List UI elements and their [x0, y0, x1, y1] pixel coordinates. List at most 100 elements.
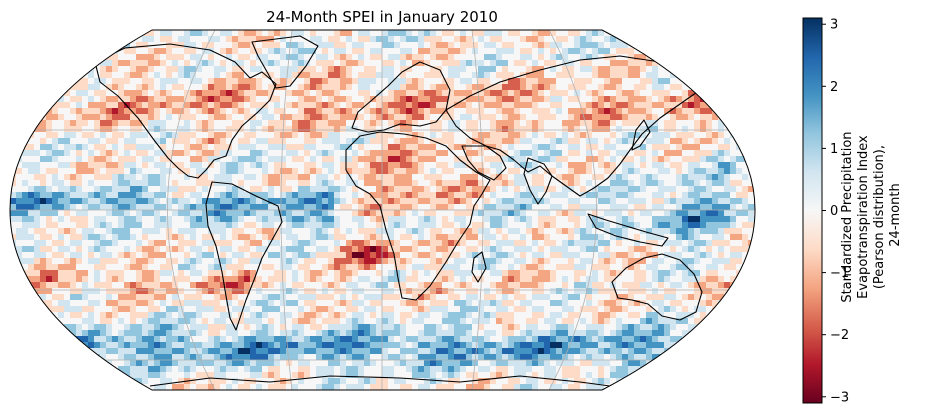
grid-cell — [28, 78, 35, 85]
grid-cell — [304, 114, 311, 121]
grid-cell — [718, 108, 725, 115]
grid-cell — [418, 132, 425, 139]
grid-cell — [280, 210, 287, 217]
grid-cell — [244, 192, 251, 199]
grid-cell — [646, 210, 653, 217]
grid-cell — [76, 54, 83, 61]
grid-cell — [178, 156, 185, 163]
grid-cell — [370, 54, 377, 61]
grid-cell — [82, 186, 89, 193]
grid-cell — [64, 150, 71, 157]
grid-cell — [628, 252, 635, 259]
grid-cell — [76, 210, 83, 217]
grid-cell — [496, 204, 503, 211]
grid-cell — [370, 72, 377, 79]
grid-cell — [616, 78, 623, 85]
grid-cell — [568, 72, 575, 79]
grid-cell — [562, 150, 569, 157]
grid-cell — [628, 108, 635, 115]
grid-cell — [592, 54, 599, 61]
grid-cell — [28, 36, 35, 43]
grid-cell — [88, 162, 95, 169]
grid-cell — [688, 54, 695, 61]
grid-cell — [520, 96, 527, 103]
grid-cell — [394, 54, 401, 61]
grid-cell — [328, 108, 335, 115]
grid-cell — [70, 108, 77, 115]
grid-cell — [226, 54, 233, 61]
grid-cell — [190, 204, 197, 211]
grid-cell — [502, 180, 509, 187]
grid-cell — [64, 108, 71, 115]
grid-cell — [382, 36, 389, 43]
grid-cell — [574, 78, 581, 85]
grid-cell — [322, 222, 329, 229]
grid-cell — [280, 222, 287, 229]
grid-cell — [592, 36, 599, 43]
grid-cell — [430, 246, 437, 253]
grid-cell — [352, 168, 359, 175]
grid-cell — [310, 168, 317, 175]
grid-cell — [346, 132, 353, 139]
grid-cell — [100, 120, 107, 127]
grid-cell — [304, 54, 311, 61]
grid-cell — [742, 180, 749, 187]
grid-cell — [598, 144, 605, 151]
grid-cell — [334, 84, 341, 91]
grid-cell — [748, 48, 755, 55]
grid-cell — [652, 72, 659, 79]
grid-cell — [718, 120, 725, 127]
grid-cell — [10, 72, 17, 79]
grid-cell — [466, 216, 473, 223]
grid-cell — [526, 78, 533, 85]
grid-cell — [148, 192, 155, 199]
grid-cell — [244, 180, 251, 187]
grid-cell — [412, 96, 419, 103]
grid-cell — [316, 42, 323, 49]
grid-cell — [34, 96, 41, 103]
grid-cell — [646, 66, 653, 73]
grid-cell — [490, 42, 497, 49]
grid-cell — [418, 264, 425, 271]
grid-cell — [718, 246, 725, 253]
grid-cell — [724, 252, 731, 259]
grid-cell — [520, 216, 527, 223]
grid-cell — [520, 210, 527, 217]
grid-cell — [382, 108, 389, 115]
grid-cell — [40, 240, 47, 247]
grid-cell — [172, 216, 179, 223]
grid-cell — [568, 210, 575, 217]
grid-cell — [130, 132, 137, 139]
grid-cell — [550, 72, 557, 79]
grid-cell — [142, 78, 149, 85]
grid-cell — [580, 126, 587, 133]
grid-cell — [448, 60, 455, 67]
grid-cell — [580, 186, 587, 193]
grid-cell — [706, 156, 713, 163]
grid-cell — [598, 48, 605, 55]
grid-cell — [208, 192, 215, 199]
grid-cell — [604, 48, 611, 55]
grid-cell — [454, 72, 461, 79]
grid-cell — [736, 60, 743, 67]
grid-cell — [292, 42, 299, 49]
grid-cell — [400, 84, 407, 91]
grid-cell — [382, 72, 389, 79]
grid-cell — [556, 264, 563, 271]
grid-cell — [658, 126, 665, 133]
grid-cell — [226, 78, 233, 85]
grid-cell — [466, 186, 473, 193]
grid-cell — [238, 264, 245, 271]
grid-cell — [352, 96, 359, 103]
grid-cell — [112, 234, 119, 241]
grid-cell — [550, 216, 557, 223]
grid-cell — [568, 48, 575, 55]
grid-cell — [148, 72, 155, 79]
grid-cell — [334, 174, 341, 181]
grid-cell — [82, 126, 89, 133]
grid-cell — [436, 120, 443, 127]
grid-cell — [46, 258, 53, 265]
grid-cell — [16, 66, 23, 73]
grid-cell — [418, 66, 425, 73]
grid-cell — [130, 228, 137, 235]
